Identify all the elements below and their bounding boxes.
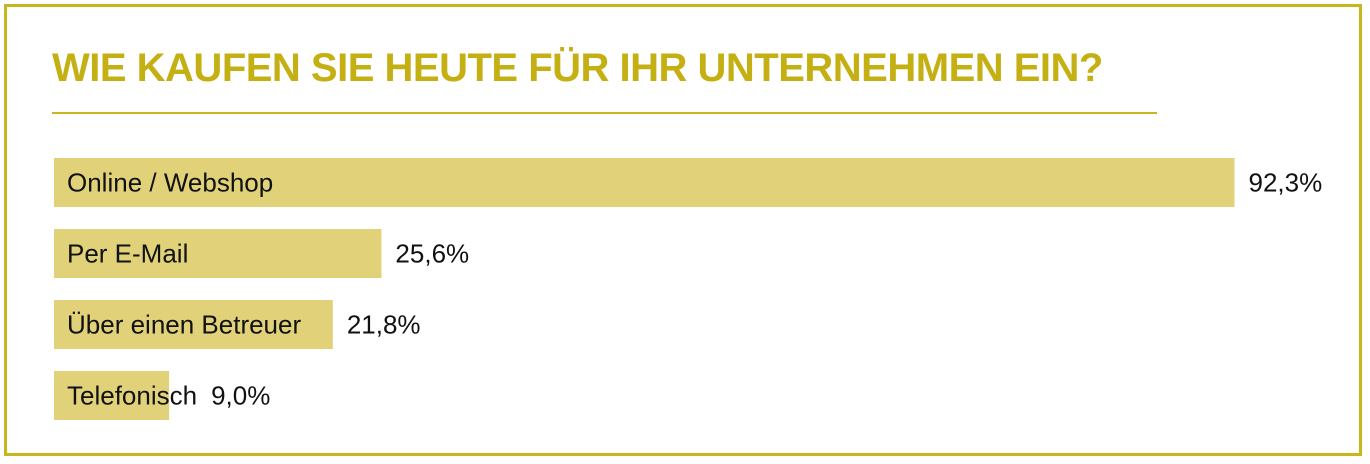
bar-value-label-3: 9,0% bbox=[211, 381, 270, 411]
bar-value-label-2: 21,8% bbox=[347, 310, 421, 340]
bar-category-label-0: Online / Webshop bbox=[67, 168, 273, 198]
bar-2 bbox=[54, 300, 333, 349]
bar-value-label-1: 25,6% bbox=[395, 239, 469, 269]
bar-3 bbox=[54, 371, 170, 420]
bar-category-label-3: Telefonisch bbox=[67, 381, 197, 411]
bar-1 bbox=[54, 229, 382, 278]
bar-category-label-1: Per E-Mail bbox=[67, 239, 188, 269]
title-underline bbox=[52, 112, 1157, 114]
chart-title: WIE KAUFEN SIE HEUTE FÜR IHR UNTERNEHMEN… bbox=[52, 46, 1103, 90]
bar-category-label-2: Über einen Betreuer bbox=[67, 310, 301, 340]
bar-value-label-0: 92,3% bbox=[1249, 168, 1323, 198]
bar-0 bbox=[54, 158, 1235, 207]
